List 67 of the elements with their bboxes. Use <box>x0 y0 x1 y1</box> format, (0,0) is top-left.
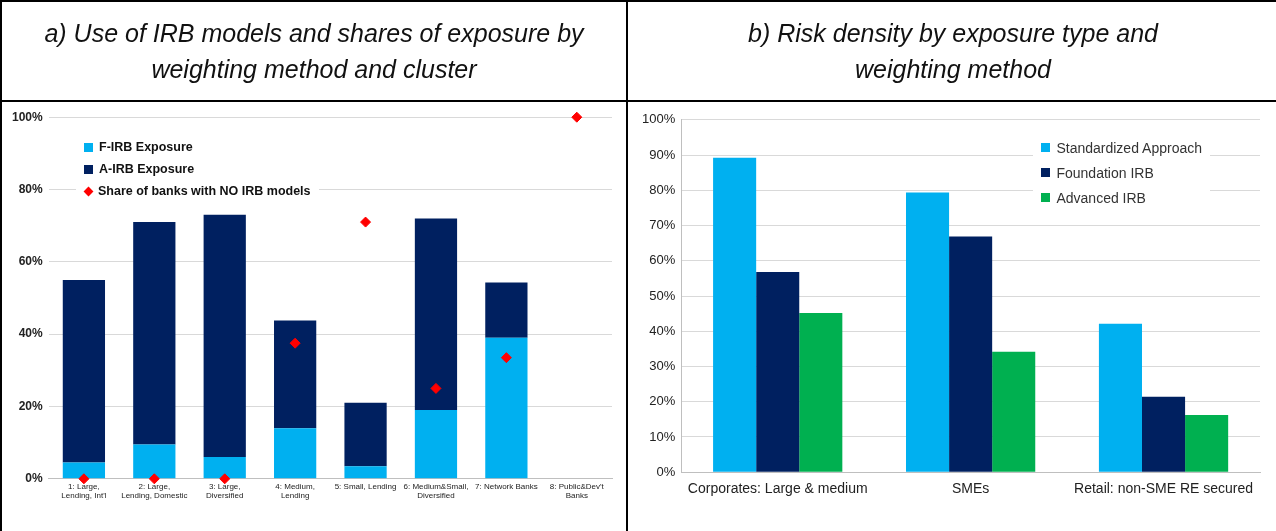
y-tick-label: 40% <box>18 326 44 341</box>
bar <box>62 462 106 479</box>
legend-label: Foundation IRB <box>1056 164 1154 181</box>
x-tick-label: 4: Medium, Lending <box>275 481 315 501</box>
y-tick-label: 100% <box>642 111 676 127</box>
bar <box>133 444 176 479</box>
point <box>430 382 442 394</box>
bar <box>1142 396 1186 472</box>
point <box>289 337 301 349</box>
bar <box>344 402 387 467</box>
bar <box>992 351 1036 472</box>
legend-label: Share of banks with NO IRB models <box>98 184 311 198</box>
point <box>360 216 372 228</box>
y-tick-label: 60% <box>18 254 44 269</box>
chart-title: b) Risk density by exposure type and weighting method <box>747 18 1160 85</box>
chart-title: a) Use of IRB models and shares of exposure by weighting method and cluster <box>43 18 586 85</box>
bar <box>133 222 176 445</box>
x-tick-label: 2: Large, Lending, Domestic <box>121 481 188 501</box>
y-tick-label: 50% <box>649 287 676 303</box>
bar <box>906 192 950 472</box>
bar <box>485 282 528 338</box>
bar <box>274 428 317 479</box>
y-tick-label: 10% <box>649 428 676 444</box>
y-tick-label: 70% <box>649 217 676 233</box>
legend-label: F-IRB Exposure <box>99 140 193 154</box>
x-tick-label: 8: Public&Dev't Banks <box>549 481 605 501</box>
x-tick-label: 6: Medium&Small, Diversified <box>403 481 469 501</box>
point <box>78 473 90 485</box>
y-tick-label: 80% <box>18 181 44 196</box>
point <box>500 352 512 364</box>
bar <box>62 279 106 463</box>
point <box>148 473 160 485</box>
y-tick-label: 100% <box>11 109 44 124</box>
y-tick-label: 20% <box>649 393 676 409</box>
legend-label: Standardized Approach <box>1056 139 1202 156</box>
x-tick-label: Retail: non-SME RE secured <box>1074 480 1254 497</box>
y-tick-label: 20% <box>18 398 44 413</box>
y-tick-label: 0% <box>25 471 44 486</box>
bar <box>1185 415 1229 472</box>
x-tick-label: SMEs <box>951 480 990 497</box>
bar <box>274 320 317 429</box>
y-tick-label: 90% <box>649 146 676 162</box>
bar <box>713 157 757 472</box>
bar <box>1098 323 1142 472</box>
bar <box>799 312 843 472</box>
x-tick-label: 5: Small, Lending <box>334 481 397 491</box>
point <box>571 111 583 123</box>
bar <box>203 214 246 458</box>
legend-label: A-IRB Exposure <box>99 162 195 176</box>
y-tick-label: 40% <box>649 322 676 338</box>
x-tick-label: 3: Large, Diversified <box>206 481 244 501</box>
y-tick-label: 30% <box>649 358 676 374</box>
bar <box>344 466 387 479</box>
bar <box>756 272 800 472</box>
y-tick-label: 60% <box>649 252 676 268</box>
x-tick-label: Corporates: Large & medium <box>687 480 868 497</box>
y-tick-label: 0% <box>656 463 676 479</box>
bar <box>949 236 993 472</box>
bar <box>203 457 246 479</box>
legend-label: Advanced IRB <box>1056 189 1146 206</box>
bar <box>414 218 458 411</box>
bar <box>485 337 528 479</box>
x-tick-label: 1: Large, Lending, Int'l <box>61 481 107 501</box>
point <box>219 473 231 485</box>
bar <box>414 410 458 479</box>
y-tick-label: 80% <box>649 181 676 197</box>
x-tick-label: 7: Network Banks <box>475 481 538 491</box>
